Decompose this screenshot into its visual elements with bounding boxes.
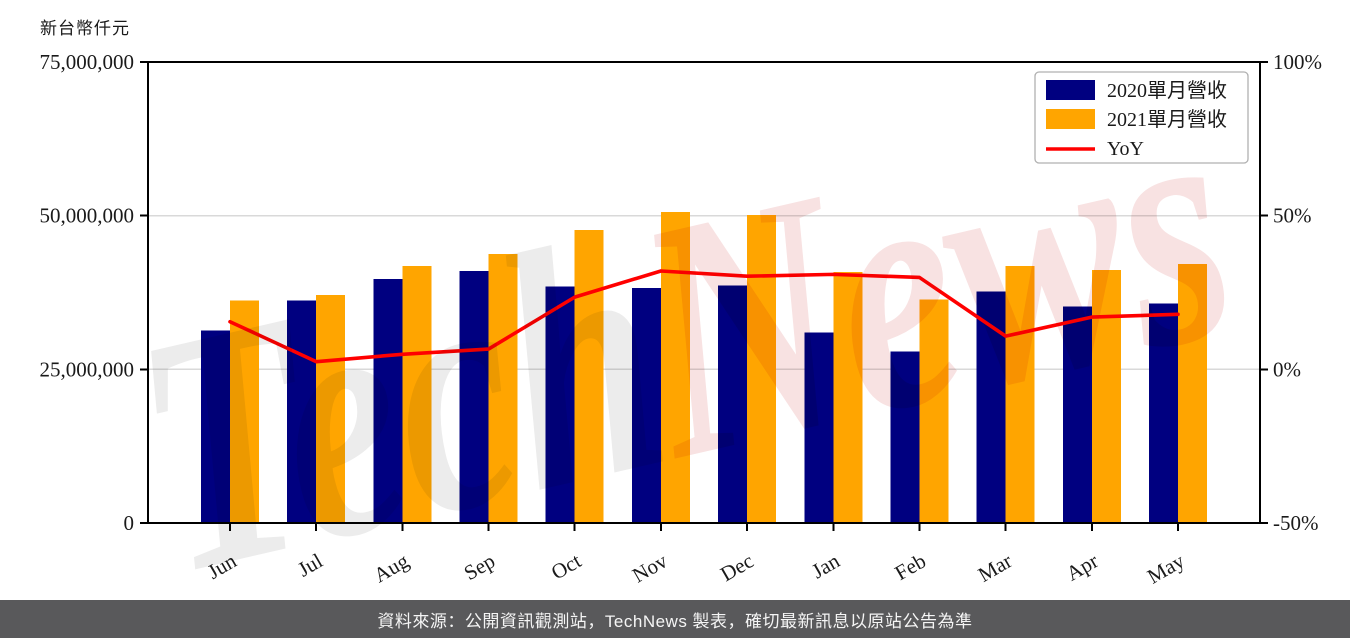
bar-2020-apr [1062, 306, 1092, 523]
legend-label-2020: 2020單月營收 [1107, 79, 1227, 102]
right-axis-tick-label: 50% [1273, 204, 1312, 228]
bar-2020-nov [631, 288, 661, 523]
bar-2020-sep [459, 270, 489, 523]
x-axis-label-may: May [1143, 548, 1189, 588]
bar-2021-dec [747, 215, 777, 523]
right-axis-tick-label: 100% [1273, 50, 1322, 74]
bar-2020-oct [545, 286, 575, 523]
bar-2021-sep [488, 253, 518, 523]
bar-2021-nov [660, 211, 690, 523]
legend-label-2021: 2021單月營收 [1107, 108, 1227, 131]
bar-2020-dec [718, 285, 748, 523]
bar-2020-mar [976, 291, 1006, 523]
data-source-text: 資料來源：公開資訊觀測站，TechNews 製表，確切最新訊息以原站公告為準 [377, 611, 973, 631]
bar-2021-jul [316, 294, 346, 523]
bar-2021-may [1178, 264, 1207, 523]
bar-2021-oct [574, 229, 604, 523]
yoy-line [228, 269, 1180, 364]
legend-swatch-2021 [1046, 109, 1095, 129]
bar-2021-aug [402, 266, 432, 523]
monthly-revenue-chart: 0 25,000,000 50,000,000 75,000,000 -50% 0% 50%… [40, 31, 1323, 600]
y-axis-unit-label: 新台幣仟元 [40, 19, 130, 38]
bar-2020-jun [201, 330, 230, 523]
x-axis-label-dec: Dec [716, 549, 757, 587]
bar-2021-jun [230, 300, 259, 523]
bar-2021-apr [1091, 269, 1121, 523]
bar-2021-jan [833, 272, 863, 523]
left-axis-tick-label: 75,000,000 [40, 50, 135, 74]
x-axis-label-mar: Mar [974, 549, 1016, 587]
x-axis-label-nov: Nov [628, 548, 672, 587]
x-axis-label-apr: Apr [1062, 549, 1102, 586]
right-axis-tick-label: -50% [1273, 511, 1319, 535]
legend-label-yoy: YoY [1107, 138, 1144, 160]
bar-2021-feb [919, 299, 949, 523]
bar-2021-mar [1005, 266, 1035, 523]
plot-border [147, 61, 1261, 524]
left-axis-tick-label: 50,000,000 [40, 204, 135, 228]
bar-2020-jan [804, 332, 834, 523]
legend-swatch-2020 [1046, 80, 1095, 100]
right-axis-tick-label: 0% [1273, 357, 1301, 381]
x-axis-label-jan: Jan [808, 548, 845, 583]
x-axis-label-feb: Feb [891, 549, 930, 586]
left-axis-tick-label: 0 [124, 511, 135, 535]
bar-2020-may [1149, 303, 1178, 523]
bar-2020-aug [373, 278, 403, 523]
bar-2020-jul [287, 300, 317, 523]
left-axis-tick-label: 25,000,000 [40, 357, 135, 381]
footer-bar: 資料來源：公開資訊觀測站，TechNews 製表，確切最新訊息以原站公告為準 [0, 600, 1350, 638]
bar-2020-feb [890, 351, 920, 523]
